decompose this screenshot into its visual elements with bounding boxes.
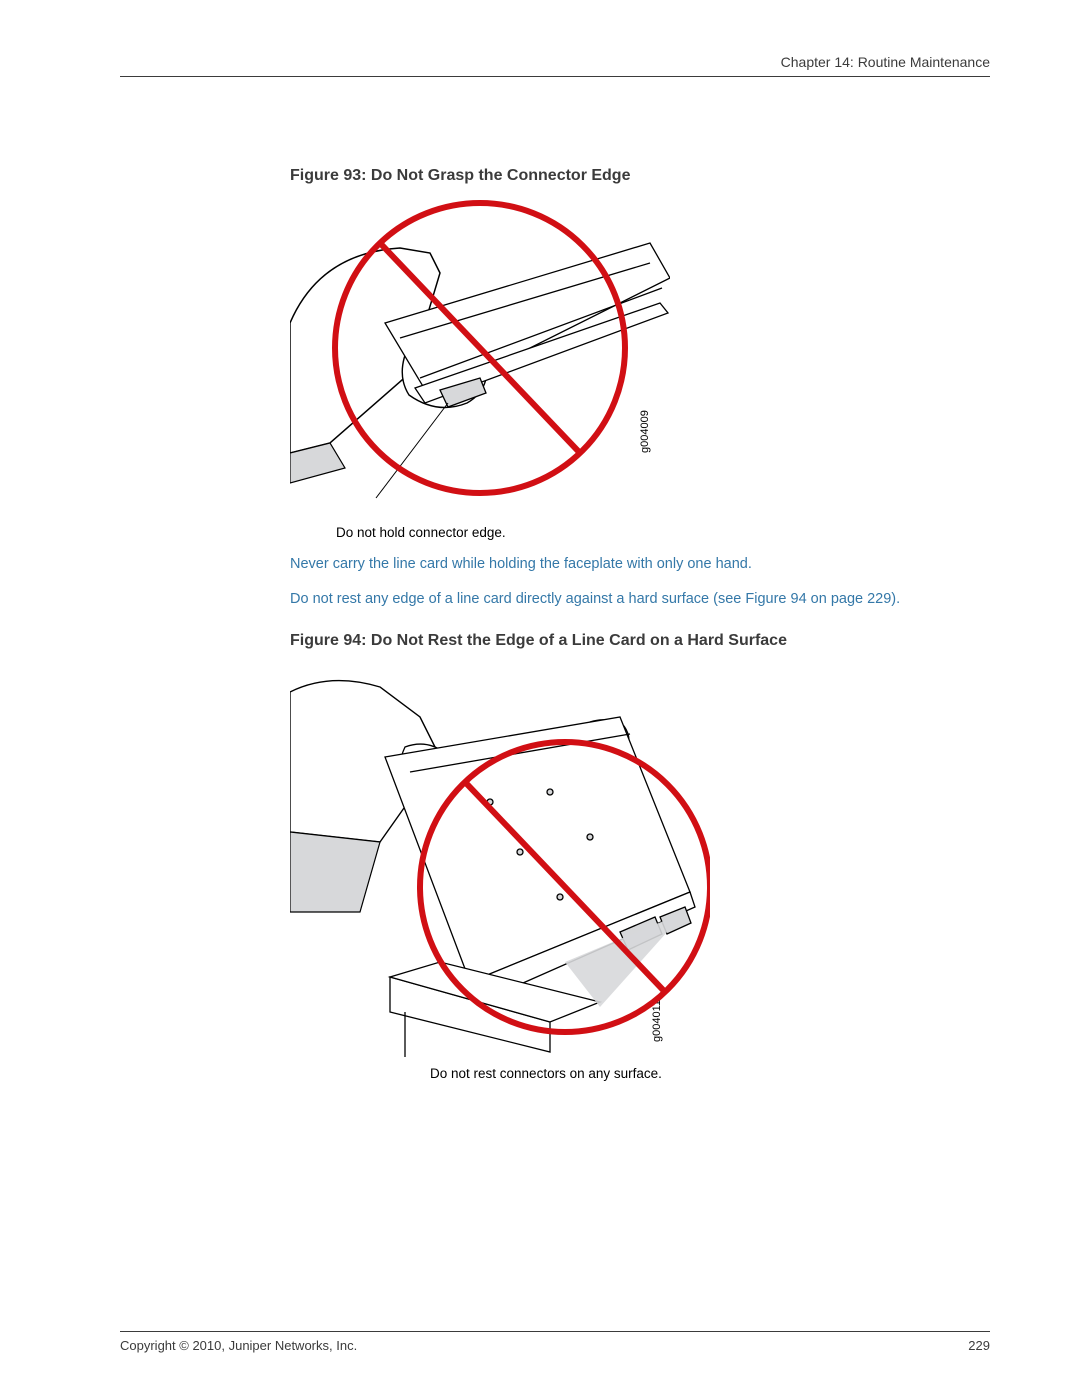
copyright-text: Copyright © 2010, Juniper Networks, Inc.: [120, 1338, 357, 1353]
chapter-label: Chapter 14: Routine Maintenance: [781, 54, 990, 70]
page-footer: Copyright © 2010, Juniper Networks, Inc.…: [120, 1331, 990, 1353]
figure-93-annotation: Do not hold connector edge.: [336, 525, 670, 540]
figure-93-caption: Figure 93: Do Not Grasp the Connector Ed…: [290, 167, 970, 185]
page-body: Figure 93: Do Not Grasp the Connector Ed…: [290, 167, 970, 1081]
body-paragraph-1: Never carry the line card while holding …: [290, 554, 970, 575]
figure-94-ref: g004011: [651, 1000, 663, 1042]
figure-94-svg: g004011: [290, 662, 710, 1062]
figure-94-caption: Figure 94: Do Not Rest the Edge of a Lin…: [290, 632, 970, 650]
page-number: 229: [968, 1338, 990, 1353]
figure-93-ref: g004009: [639, 410, 651, 453]
page-header: Chapter 14: Routine Maintenance: [120, 54, 990, 77]
figure-94: g004011 Do not rest connectors on any su…: [290, 662, 710, 1081]
figure-93: g004009 Do not hold connector edge.: [290, 193, 670, 540]
document-page: Chapter 14: Routine Maintenance Figure 9…: [0, 0, 1080, 1397]
body-paragraph-2: Do not rest any edge of a line card dire…: [290, 589, 970, 610]
figure-93-svg: g004009: [290, 193, 670, 523]
figure-94-annotation: Do not rest connectors on any surface.: [430, 1066, 710, 1081]
